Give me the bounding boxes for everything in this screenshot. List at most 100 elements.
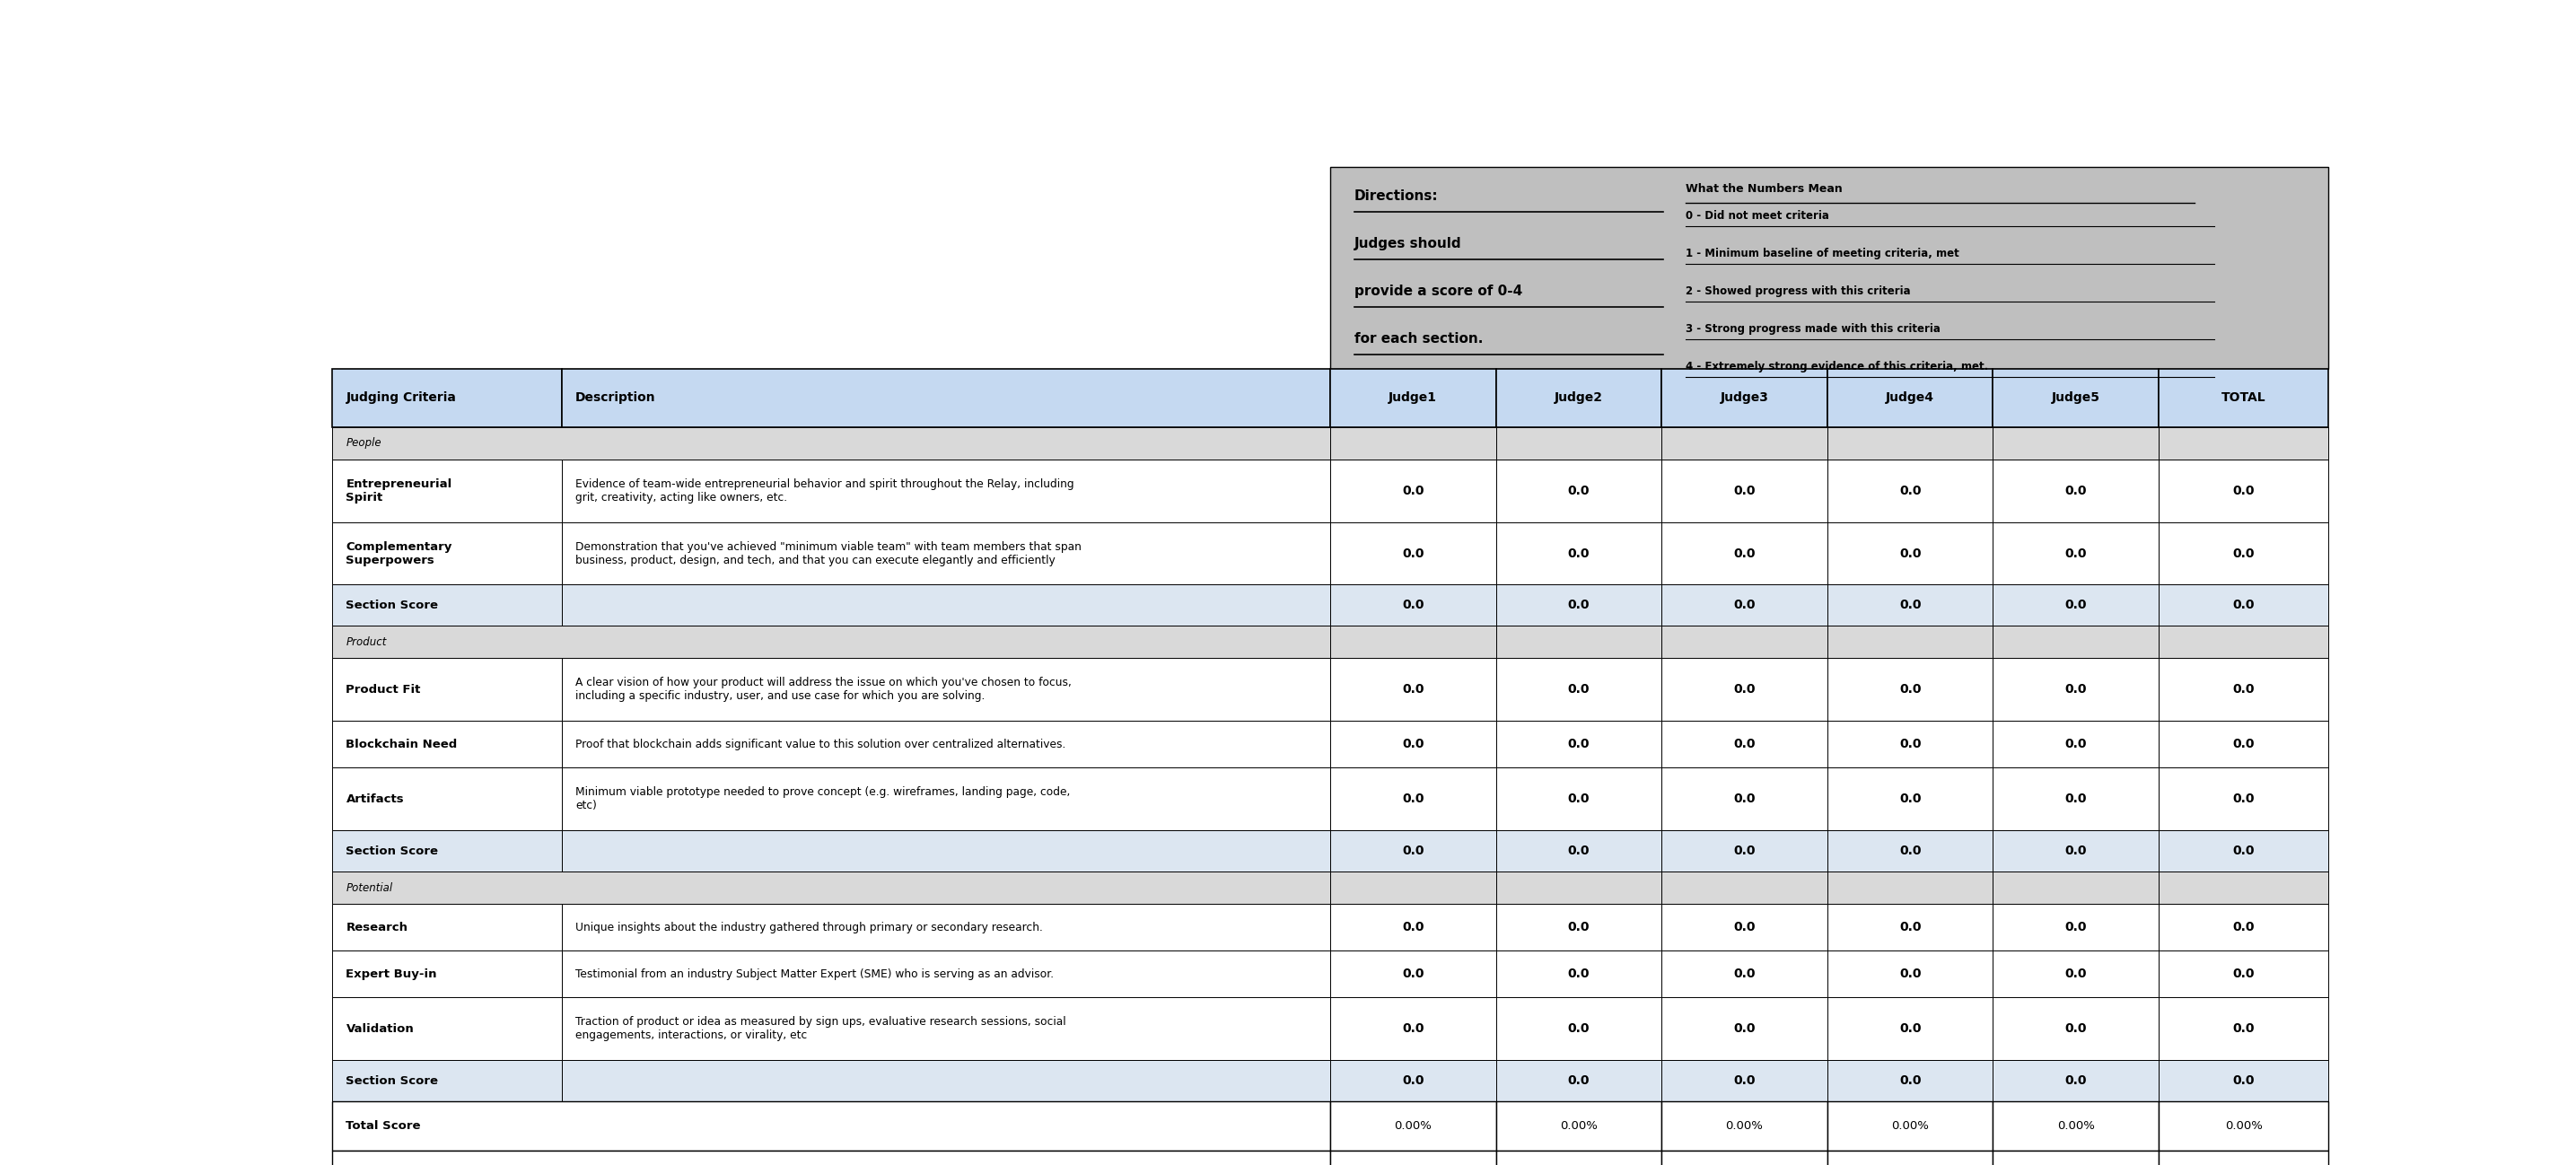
Text: Total Score: Total Score	[345, 1121, 420, 1132]
Text: 0.0: 0.0	[1899, 548, 1922, 559]
Bar	[1497, 1101, 1662, 1151]
Bar	[1329, 658, 1497, 721]
Text: 0.0: 0.0	[1899, 599, 1922, 612]
Text: 0.0: 0.0	[2066, 968, 2087, 980]
Bar	[1994, 585, 2159, 626]
Text: 0.0: 0.0	[1569, 922, 1589, 933]
Text: 0.0: 0.0	[1569, 845, 1589, 857]
Text: 0.0: 0.0	[2233, 793, 2254, 805]
Bar	[332, 459, 562, 522]
Text: Section Score: Section Score	[345, 1075, 438, 1087]
Bar	[1826, 585, 1994, 626]
Bar	[1329, 831, 1497, 871]
Text: 0.00%: 0.00%	[1891, 1121, 1929, 1132]
Bar	[1994, 626, 2159, 658]
Bar	[2159, 658, 2329, 721]
Bar	[562, 904, 1329, 951]
Bar	[562, 1060, 1329, 1101]
Text: 0.0: 0.0	[1569, 548, 1589, 559]
Text: 0.0: 0.0	[1734, 793, 1754, 805]
Bar	[2159, 1101, 2329, 1151]
Text: 0.0: 0.0	[1734, 548, 1754, 559]
Text: 0.0: 0.0	[1734, 845, 1754, 857]
Bar	[562, 951, 1329, 997]
Bar	[1662, 522, 1826, 585]
Text: 2 - Showed progress with this criteria: 2 - Showed progress with this criteria	[1685, 285, 1911, 297]
Bar	[332, 951, 562, 997]
Text: 0.0: 0.0	[1569, 793, 1589, 805]
Bar	[1994, 721, 2159, 768]
Text: 0.00%: 0.00%	[1394, 1121, 1432, 1132]
Bar	[1497, 459, 1662, 522]
Text: 0.0: 0.0	[1401, 922, 1425, 933]
Bar	[1662, 626, 1826, 658]
Bar	[562, 459, 1329, 522]
Text: 0 - Did not meet criteria: 0 - Did not meet criteria	[1685, 210, 1829, 221]
Bar	[2159, 951, 2329, 997]
Bar	[1826, 721, 1994, 768]
Text: 0.0: 0.0	[2066, 739, 2087, 750]
Bar	[1497, 831, 1662, 871]
Bar	[1994, 768, 2159, 831]
Bar	[332, 522, 562, 585]
Text: 0.0: 0.0	[2233, 599, 2254, 612]
Text: 0.0: 0.0	[1569, 968, 1589, 980]
Bar	[1662, 951, 1826, 997]
Text: 0.0: 0.0	[1401, 684, 1425, 696]
Bar	[1826, 426, 1994, 459]
Bar	[1329, 871, 1497, 904]
Bar	[1497, 768, 1662, 831]
Text: Product: Product	[345, 636, 386, 648]
Bar	[1329, 459, 1497, 522]
Bar	[562, 768, 1329, 831]
Bar	[2159, 626, 2329, 658]
Bar	[1662, 768, 1826, 831]
Text: Artifacts: Artifacts	[345, 793, 404, 805]
Bar	[1662, 904, 1826, 951]
Bar	[2159, 721, 2329, 768]
Text: 0.0: 0.0	[2066, 548, 2087, 559]
Text: Traction of product or idea as measured by sign ups, evaluative research session: Traction of product or idea as measured …	[574, 1016, 1066, 1042]
Bar	[1497, 1060, 1662, 1101]
Text: 0.0: 0.0	[1401, 1023, 1425, 1035]
Bar	[332, 871, 1329, 904]
Bar	[1662, 1060, 1826, 1101]
Bar	[1497, 426, 1662, 459]
Text: Directions:: Directions:	[1355, 189, 1437, 203]
Bar	[1826, 1101, 1994, 1151]
Text: Judge2: Judge2	[1553, 391, 1602, 404]
Bar	[1826, 951, 1994, 997]
Text: 0.00%: 0.00%	[2058, 1121, 2094, 1132]
Bar	[1329, 368, 1497, 426]
Bar	[1994, 658, 2159, 721]
Bar	[1826, 1060, 1994, 1101]
Bar	[1662, 997, 1826, 1060]
Bar	[562, 831, 1329, 871]
Bar	[2159, 997, 2329, 1060]
Bar	[1662, 721, 1826, 768]
Text: Section Score: Section Score	[345, 600, 438, 612]
Bar	[2159, 831, 2329, 871]
Bar	[1662, 368, 1826, 426]
Text: 0.00%: 0.00%	[1726, 1121, 1762, 1132]
Bar	[2159, 585, 2329, 626]
Bar	[1826, 768, 1994, 831]
Bar	[1497, 585, 1662, 626]
Text: 0.0: 0.0	[1899, 684, 1922, 696]
Text: Entrepreneurial
Spirit: Entrepreneurial Spirit	[345, 478, 453, 503]
Bar	[1826, 871, 1994, 904]
Bar	[1497, 522, 1662, 585]
Bar	[1826, 459, 1994, 522]
Text: 0.0: 0.0	[1899, 845, 1922, 857]
Bar	[2159, 904, 2329, 951]
Text: 0.0: 0.0	[2066, 845, 2087, 857]
Text: 0.0: 0.0	[1401, 739, 1425, 750]
Text: 3 - Strong progress made with this criteria: 3 - Strong progress made with this crite…	[1685, 323, 1940, 334]
Bar	[1662, 1101, 1826, 1151]
Text: Product Fit: Product Fit	[345, 684, 420, 696]
Bar	[2159, 871, 2329, 904]
Text: Minimum viable prototype needed to prove concept (e.g. wireframes, landing page,: Minimum viable prototype needed to prove…	[574, 786, 1072, 812]
Text: 0.0: 0.0	[2233, 845, 2254, 857]
Bar	[1994, 871, 2159, 904]
Bar	[1826, 904, 1994, 951]
